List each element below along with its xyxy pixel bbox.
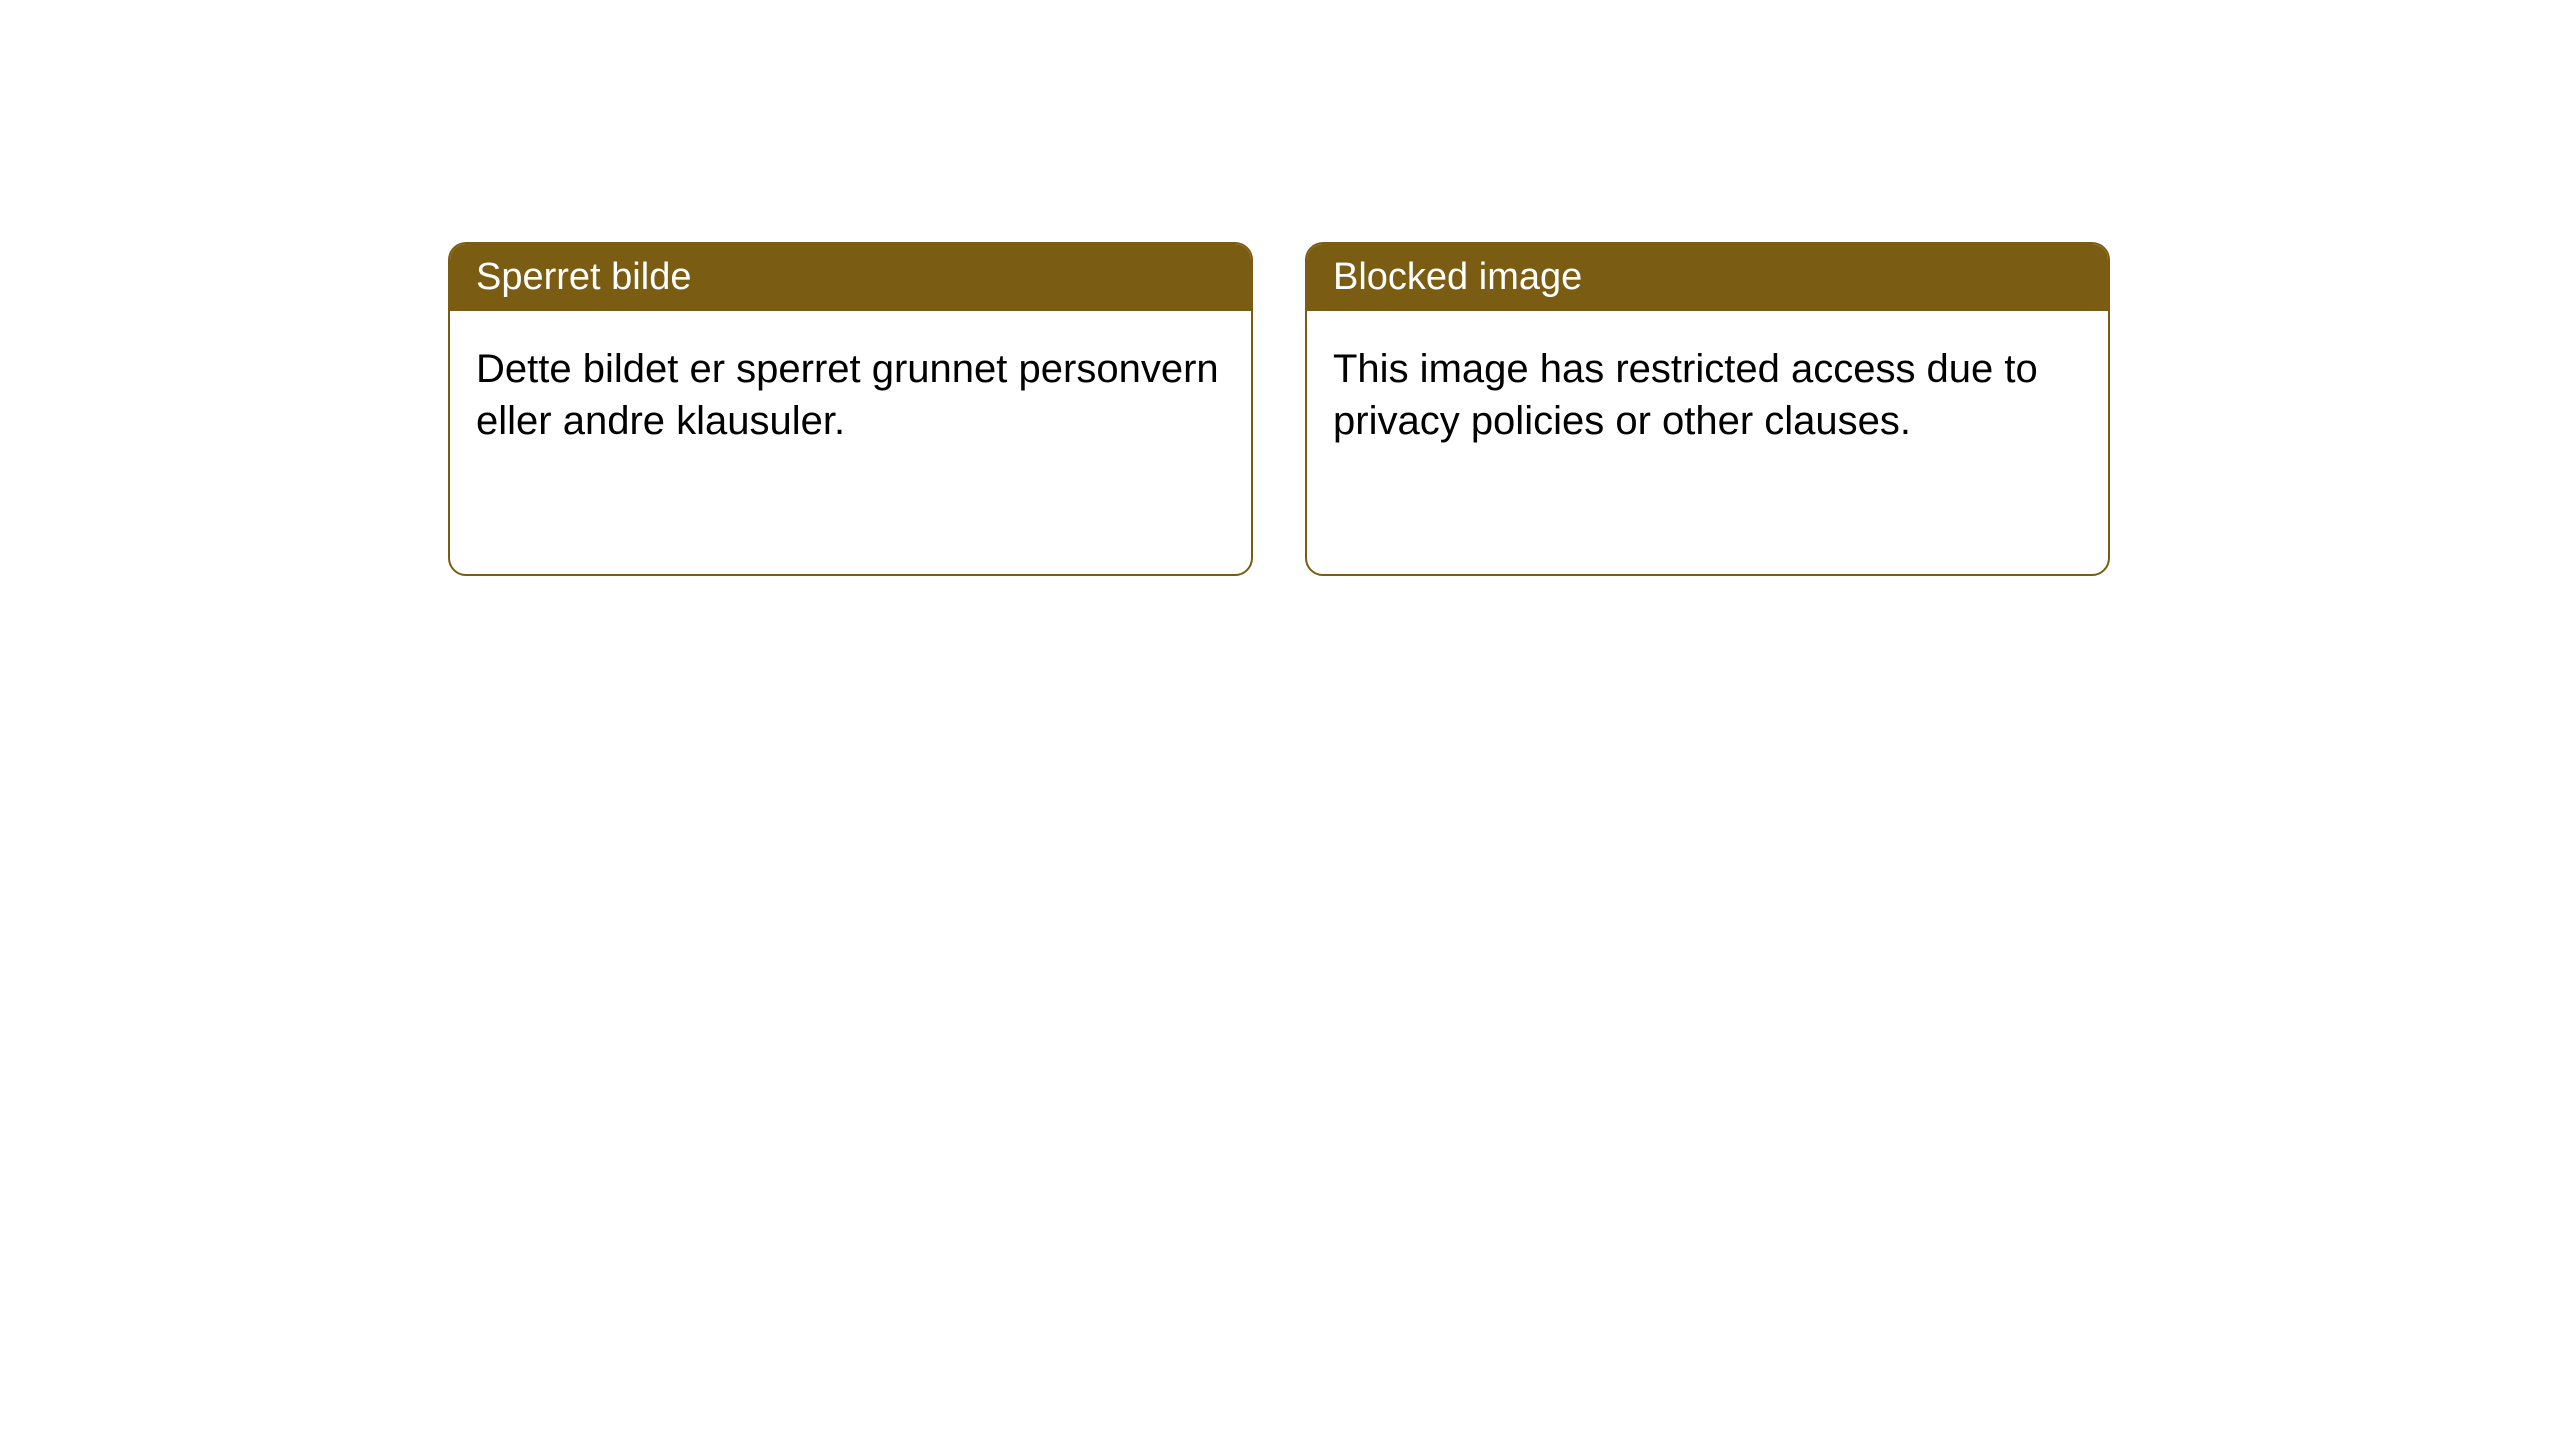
- notice-container: Sperret bilde Dette bildet er sperret gr…: [448, 242, 2110, 576]
- notice-header-no: Sperret bilde: [450, 244, 1251, 311]
- notice-header-en: Blocked image: [1307, 244, 2108, 311]
- notice-box-en: Blocked image This image has restricted …: [1305, 242, 2110, 576]
- notice-box-no: Sperret bilde Dette bildet er sperret gr…: [448, 242, 1253, 576]
- notice-body-en: This image has restricted access due to …: [1307, 311, 2108, 479]
- notice-body-no: Dette bildet er sperret grunnet personve…: [450, 311, 1251, 479]
